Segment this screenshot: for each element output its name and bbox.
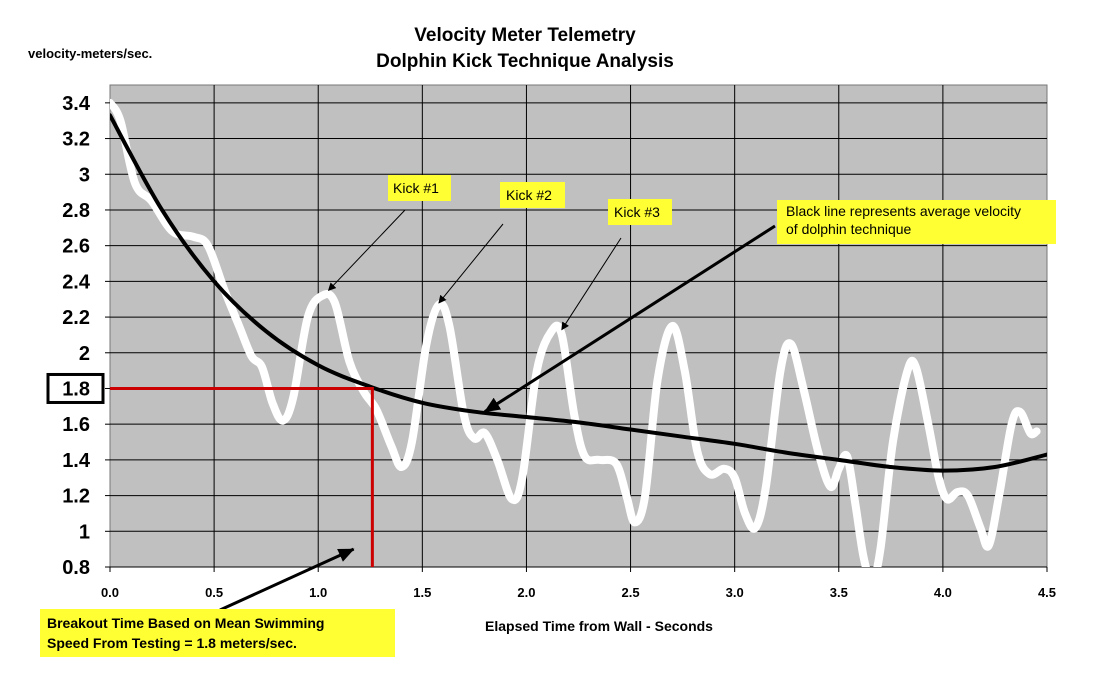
annotation-text: Speed From Testing = 1.8 meters/sec. <box>47 635 297 651</box>
highlighted-tick-box <box>46 372 105 404</box>
x-tick-label: 4.5 <box>1038 585 1056 600</box>
chart-title: Velocity Meter Telemetry <box>414 25 636 46</box>
y-tick-label: 2.4 <box>62 271 91 293</box>
x-tick-label: 1.0 <box>309 585 327 600</box>
x-tick-label: 2.0 <box>517 585 535 600</box>
annotation-arrow <box>438 223 504 304</box>
y-tick-label: 3.2 <box>62 129 90 151</box>
annotation-text: Black line represents average velocity <box>786 203 1021 219</box>
y-tick-label: 1.4 <box>62 450 91 472</box>
annotation-arrow <box>327 209 406 292</box>
velocity-series-line <box>110 98 1041 567</box>
annotation-text: Kick #3 <box>614 204 660 220</box>
y-tick-label: 0.8 <box>62 557 90 579</box>
y-tick-label: 1 <box>79 521 90 543</box>
annotation-box <box>608 199 672 225</box>
annotation-text: Kick #1 <box>393 180 439 196</box>
y-tick-label: 3.4 <box>62 93 91 115</box>
y-axis-label: velocity-meters/sec. <box>28 46 152 61</box>
annotation-box <box>388 175 451 201</box>
annotation-arrow <box>219 547 355 612</box>
x-tick-label: 4.0 <box>934 585 952 600</box>
annotation-arrow <box>483 224 776 413</box>
annotation-box <box>777 200 1056 244</box>
annotation-text: of dolphin technique <box>786 221 912 237</box>
average-velocity-line <box>110 113 1047 473</box>
y-tick-label: 1.2 <box>62 486 90 508</box>
x-tick-label: 3.0 <box>726 585 744 600</box>
x-tick-label: 0.0 <box>101 585 119 600</box>
x-tick-label: 0.5 <box>205 585 223 600</box>
x-tick-label: 2.5 <box>622 585 640 600</box>
y-tick-label: 2.6 <box>62 236 90 258</box>
plot-area <box>109 84 1048 568</box>
annotation-text: Kick #2 <box>506 187 552 203</box>
y-tick-label: 1.6 <box>62 414 90 436</box>
y-tick-label: 1.8 <box>62 378 90 400</box>
x-tick-label: 1.5 <box>413 585 431 600</box>
x-tick-label: 3.5 <box>830 585 848 600</box>
y-tick-label: 2.2 <box>62 307 90 329</box>
annotation-box <box>500 182 565 208</box>
annotation-arrow <box>561 237 622 331</box>
annotation-box <box>40 609 395 657</box>
breakout-reference-line <box>110 386 374 567</box>
chart-subtitle: Dolphin Kick Technique Analysis <box>376 51 674 72</box>
x-axis-label: Elapsed Time from Wall - Seconds <box>485 618 713 634</box>
y-tick-label: 2.8 <box>62 200 90 222</box>
y-tick-label: 3 <box>79 164 90 186</box>
annotation-text: Breakout Time Based on Mean Swimming <box>47 615 324 631</box>
y-tick-label: 2 <box>79 343 90 365</box>
